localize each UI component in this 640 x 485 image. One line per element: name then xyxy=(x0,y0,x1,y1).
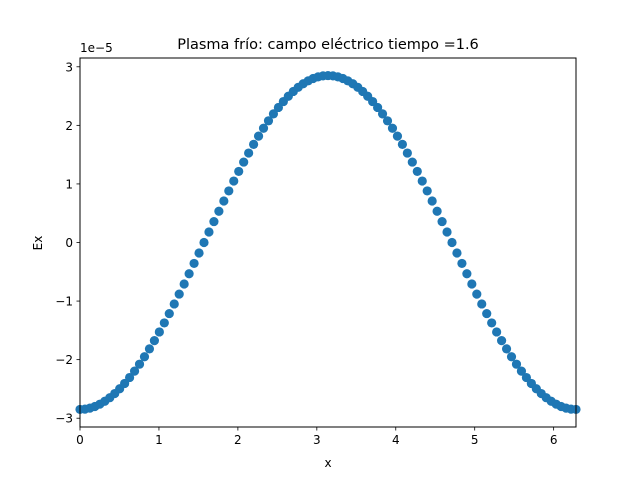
x-axis-ticks: 0 1 2 3 4 5 6 xyxy=(76,427,557,447)
data-point xyxy=(472,289,482,299)
data-point xyxy=(263,116,274,126)
data-point xyxy=(239,157,249,167)
data-point xyxy=(447,237,457,248)
x-axis-label: x xyxy=(324,456,331,470)
data-point xyxy=(214,206,224,216)
x-tick-label: 5 xyxy=(471,433,479,447)
data-point xyxy=(219,196,229,206)
data-point xyxy=(373,102,383,113)
data-point xyxy=(154,327,164,337)
data-point xyxy=(477,299,487,309)
x-tick-label: 0 xyxy=(76,433,84,447)
data-point xyxy=(253,131,264,141)
data-point xyxy=(229,176,239,186)
data-point xyxy=(234,166,244,177)
data-point xyxy=(501,344,512,354)
data-point xyxy=(184,269,194,279)
data-point xyxy=(497,336,507,346)
data-point xyxy=(417,176,427,186)
data-point xyxy=(249,139,259,149)
data-point xyxy=(452,248,462,258)
data-point xyxy=(437,216,447,227)
data-point xyxy=(224,186,234,196)
data-point xyxy=(442,227,452,237)
chart-title: Plasma frío: campo eléctrico tiempo =1.6 xyxy=(177,37,479,53)
data-point xyxy=(244,148,254,158)
data-point xyxy=(482,308,492,319)
data-point xyxy=(506,352,517,362)
data-point xyxy=(164,308,174,319)
data-point xyxy=(492,327,502,337)
y-tick-label: −1 xyxy=(55,295,73,309)
data-point xyxy=(487,318,497,328)
x-tick-label: 2 xyxy=(234,433,242,447)
data-point xyxy=(427,196,437,206)
y-offset-label: 1e−5 xyxy=(80,41,113,55)
data-point xyxy=(194,248,204,258)
x-tick-label: 3 xyxy=(313,433,321,447)
data-point xyxy=(402,148,412,158)
data-point xyxy=(134,359,145,369)
data-point xyxy=(382,116,393,126)
data-point xyxy=(462,269,472,279)
data-point xyxy=(139,352,150,362)
y-tick-label: 2 xyxy=(65,119,73,133)
data-point xyxy=(392,131,403,141)
data-point xyxy=(169,299,179,309)
data-point xyxy=(387,123,398,133)
data-point xyxy=(199,237,209,248)
data-point xyxy=(516,366,527,376)
y-tick-label: 0 xyxy=(65,236,73,250)
data-point xyxy=(149,336,159,346)
x-tick-label: 1 xyxy=(155,433,163,447)
data-point xyxy=(432,206,442,216)
data-point xyxy=(144,344,155,354)
x-tick-label: 6 xyxy=(550,433,558,447)
data-point xyxy=(422,186,432,196)
data-point xyxy=(407,157,417,167)
data-point xyxy=(268,109,279,119)
data-point xyxy=(174,289,184,299)
x-tick-label: 4 xyxy=(392,433,400,447)
data-point xyxy=(125,372,135,383)
data-point xyxy=(129,366,140,376)
data-point xyxy=(209,216,219,227)
data-point xyxy=(511,359,522,369)
y-tick-label: 3 xyxy=(65,60,73,74)
data-point xyxy=(189,258,199,269)
y-tick-label: −2 xyxy=(55,353,73,367)
data-point xyxy=(204,227,214,237)
y-axis-label: Ex xyxy=(31,236,45,251)
data-point xyxy=(159,318,169,328)
data-point xyxy=(258,123,269,133)
data-point xyxy=(377,109,388,119)
data-point xyxy=(397,139,407,149)
y-tick-label: −3 xyxy=(55,412,73,426)
data-point xyxy=(412,166,422,177)
data-point xyxy=(457,258,467,269)
data-points xyxy=(75,70,581,415)
plot-frame xyxy=(79,57,577,428)
y-tick-label: 1 xyxy=(65,177,73,191)
data-point xyxy=(179,279,189,289)
y-axis-ticks: −3 −2 −1 0 1 2 3 xyxy=(55,60,80,426)
data-point xyxy=(467,279,477,289)
